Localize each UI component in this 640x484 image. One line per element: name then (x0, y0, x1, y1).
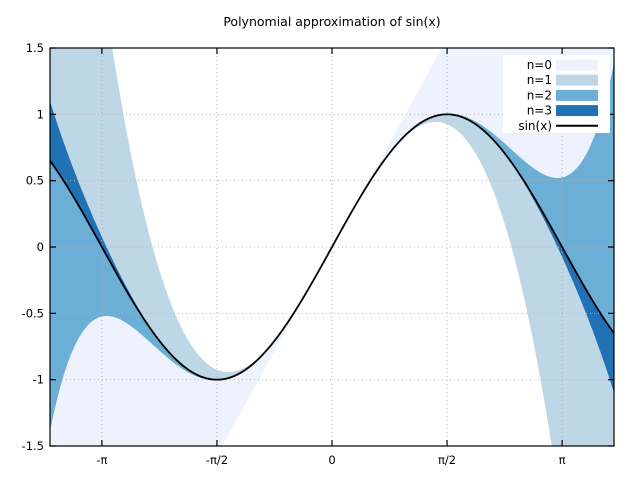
sin-curve (50, 113, 614, 381)
y-tick-label: 0.5 (26, 174, 44, 188)
y-tick-label: 0 (37, 240, 44, 254)
x-tick-label: π/2 (438, 453, 456, 467)
y-tick-label: 1.5 (26, 41, 44, 55)
x-tick-label: 0 (328, 453, 335, 467)
y-tick-label: -1.5 (22, 439, 44, 453)
legend-swatch-n=1 (556, 74, 598, 86)
band-n=1 (50, 48, 614, 446)
legend-swatch-n=3 (556, 105, 598, 117)
legend-label-n=3: n=3 (527, 104, 552, 118)
legend-label-n=2: n=2 (527, 88, 552, 102)
legend-label-n=1: n=1 (527, 73, 552, 87)
legend-label-n=0: n=0 (527, 58, 552, 72)
legend-swatch-n=0 (556, 59, 598, 71)
chart-title: Polynomial approximation of sin(x) (223, 14, 440, 29)
x-tick-labels: -π -π/2 0 π/2 π (96, 453, 565, 467)
axis-ticks (50, 47, 614, 447)
x-tick-label: π (559, 453, 566, 467)
y-tick-label: -0.5 (22, 306, 44, 320)
x-tick-label: -π (96, 453, 107, 467)
x-tick-label: -π/2 (206, 453, 228, 467)
legend-label-sin(x): sin(x) (518, 119, 552, 133)
y-tick-label: 1 (37, 107, 44, 121)
legend-swatch-n=2 (556, 89, 598, 101)
y-tick-labels: -1.5 -1 -0.5 0 0.5 1 1.5 (22, 41, 44, 453)
y-tick-label: -1 (33, 373, 44, 387)
